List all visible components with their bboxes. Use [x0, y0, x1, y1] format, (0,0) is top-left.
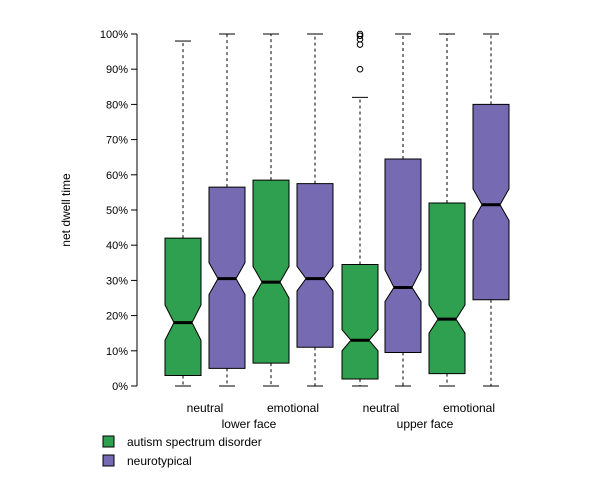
- x-sublabel: emotional: [443, 401, 495, 415]
- y-tick-label: 0%: [112, 381, 128, 393]
- x-group-label: upper face: [397, 417, 454, 431]
- box-1: [164, 40, 202, 387]
- y-tick-label: 70%: [106, 135, 128, 147]
- box-2: [208, 33, 246, 387]
- x-group-label: lower face: [222, 417, 277, 431]
- y-tick-label: 90%: [106, 64, 128, 76]
- box-6: [384, 33, 422, 387]
- box-body: [428, 202, 466, 375]
- box-4: [296, 33, 334, 387]
- legend-label: autism spectrum disorder: [127, 435, 262, 449]
- outlier-point: [356, 65, 364, 73]
- y-tick-label: 30%: [106, 275, 128, 287]
- outlier-point: [356, 32, 364, 40]
- box-body: [384, 158, 422, 354]
- y-tick-label: 60%: [106, 170, 128, 182]
- x-sublabel: emotional: [267, 401, 319, 415]
- box-body: [472, 103, 510, 301]
- box-8: [472, 33, 510, 387]
- legend-swatch: [102, 435, 115, 448]
- x-axis-labels: neutral emotional lower face neutral emotion…: [187, 401, 495, 431]
- box-body: [341, 264, 379, 380]
- box-body: [252, 179, 290, 364]
- y-axis: 0% 10% 20% 30% 40% 50% 60% 70% 80% 90% 100%: [100, 29, 138, 393]
- y-tick-label: 100%: [100, 29, 128, 41]
- x-sublabel: neutral: [363, 401, 400, 415]
- y-axis-label: net dwell time: [59, 173, 73, 247]
- y-tick-label: 40%: [106, 240, 128, 252]
- box-body: [296, 183, 334, 348]
- outlier-point: [356, 30, 364, 38]
- y-tick-label: 10%: [106, 346, 128, 358]
- y-tick-label: 80%: [106, 99, 128, 111]
- x-sublabel: neutral: [187, 401, 224, 415]
- y-tick-label: 50%: [106, 205, 128, 217]
- box-body: [164, 237, 202, 376]
- box-7: [428, 33, 466, 387]
- plot-area: [164, 30, 510, 387]
- legend-label: neurotypical: [127, 454, 192, 468]
- box-3: [252, 33, 290, 387]
- legend: autism spectrum disorder neurotypical: [102, 435, 262, 468]
- box-5: [341, 30, 379, 387]
- y-tick-label: 20%: [106, 311, 128, 323]
- legend-swatch: [102, 454, 115, 467]
- outlier-point: [356, 41, 364, 48]
